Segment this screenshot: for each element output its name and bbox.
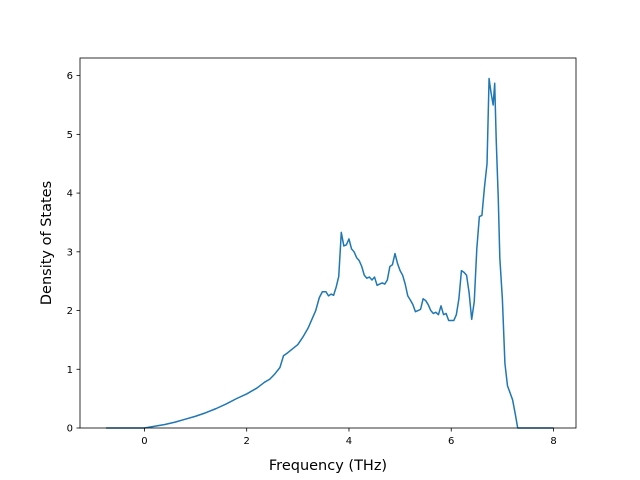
y-tick-label: 0 xyxy=(67,424,73,435)
y-tick-label: 6 xyxy=(67,71,73,82)
y-axis-label: Density of States xyxy=(39,181,55,305)
y-tick-label: 5 xyxy=(67,130,73,141)
axes-frame xyxy=(79,57,577,429)
dos-series-line xyxy=(106,77,554,429)
x-tick-label: 4 xyxy=(346,436,352,447)
x-tick-label: 6 xyxy=(448,436,454,447)
x-axis-label: Frequency (THz) xyxy=(269,458,387,474)
y-tick-label: 1 xyxy=(67,365,73,376)
plot-area xyxy=(106,77,554,429)
x-axis-ticks: 0 2 4 6 8 xyxy=(141,428,557,447)
y-tick-label: 4 xyxy=(67,189,73,200)
x-tick-label: 8 xyxy=(550,436,556,447)
y-tick-label: 3 xyxy=(67,247,73,258)
y-tick-label: 2 xyxy=(67,306,73,317)
x-tick-label: 2 xyxy=(244,436,250,447)
y-axis-ticks: 0 1 2 3 4 5 6 xyxy=(67,71,80,435)
x-tick-label: 0 xyxy=(141,436,147,447)
